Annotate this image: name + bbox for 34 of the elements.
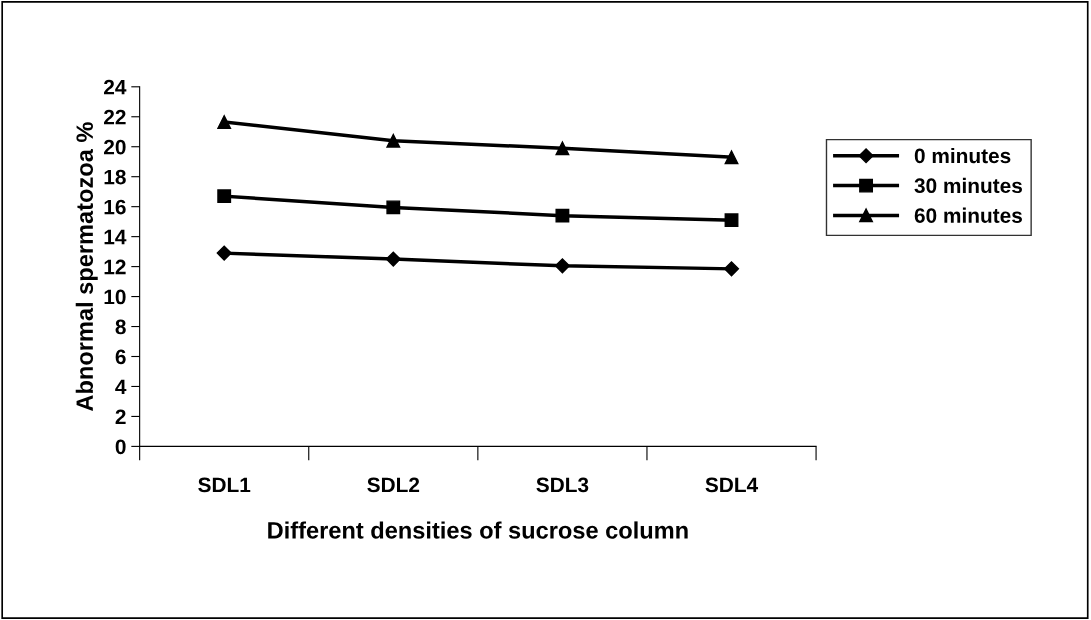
y-tick-label: 4	[115, 379, 127, 395]
y-axis-title: Abnormal spermatozoa %	[75, 122, 98, 411]
y-tick-label: 12	[104, 259, 126, 275]
legend-label: 30 minutes	[914, 177, 1022, 194]
legend-label: 60 minutes	[914, 207, 1022, 223]
x-tick-label: SDL3	[536, 477, 589, 493]
point	[386, 133, 401, 148]
point	[216, 245, 232, 261]
y-tick-label: 6	[115, 349, 126, 365]
point	[555, 141, 570, 156]
point	[217, 189, 232, 204]
y-tick-label: 10	[104, 289, 126, 305]
y-tick-label: 24	[104, 79, 127, 95]
x-tick-label: SDL4	[705, 477, 759, 493]
y-tick-label: 18	[104, 169, 126, 185]
point	[217, 115, 232, 129]
legend-label: 0 minutes	[914, 147, 1011, 164]
x-axis-title: Different densities of sucrose column	[268, 521, 688, 539]
x-tick-label: SDL1	[198, 477, 251, 493]
y-tick-label: 22	[104, 109, 126, 125]
y-tick-label: 14	[104, 229, 127, 245]
x-tick-label: SDL2	[367, 477, 420, 493]
point	[385, 251, 401, 267]
y-tick-label: 0	[115, 439, 126, 455]
y-tick-label: 8	[115, 319, 126, 335]
y-tick-label: 20	[104, 139, 126, 155]
point	[724, 150, 739, 165]
y-tick-label: 2	[115, 409, 126, 424]
point	[386, 200, 401, 215]
point	[724, 213, 739, 228]
point	[555, 208, 570, 223]
point	[554, 258, 570, 274]
point	[723, 261, 740, 277]
y-tick-label: 16	[104, 199, 126, 215]
